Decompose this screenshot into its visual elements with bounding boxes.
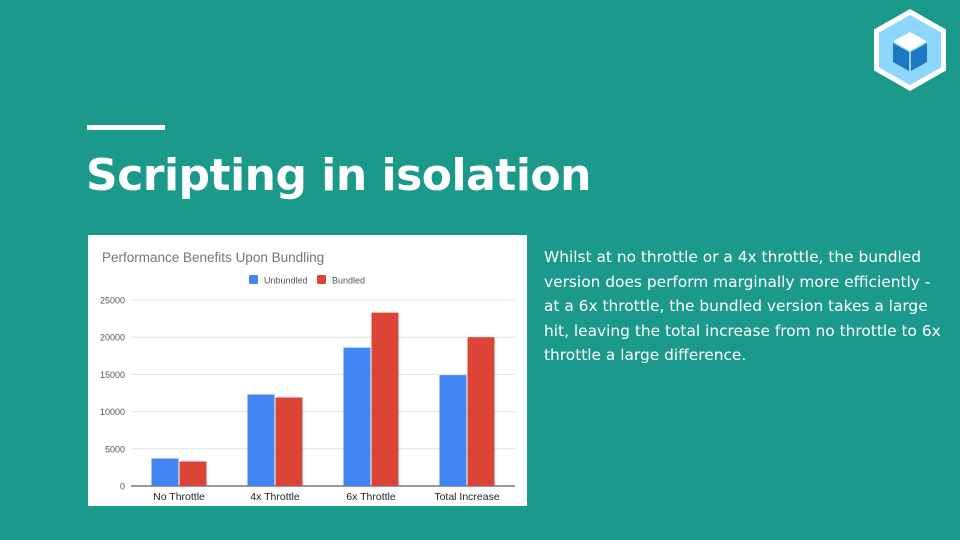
- bar-bundled-4x-throttle: [275, 397, 303, 486]
- slide-body-text: Whilst at no throttle or a 4x throttle, …: [544, 248, 941, 364]
- slide-title: Scripting in isolation: [86, 150, 591, 201]
- y-tick-label: 10000: [100, 407, 125, 417]
- logo-cube-top: [893, 32, 927, 51]
- x-tick-label: No Throttle: [153, 491, 205, 503]
- webpack-cube-icon: [866, 6, 954, 94]
- y-tick-label: 20000: [100, 333, 125, 343]
- bar-chart: Performance Benefits Upon Bundling Unbund…: [100, 250, 515, 503]
- y-tick-label: 15000: [100, 370, 125, 380]
- legend-swatch-bundled: [317, 275, 326, 284]
- title-accent-bar: [87, 125, 165, 130]
- logo-cube-right: [911, 43, 927, 71]
- bar-unbundled-4x-throttle: [247, 394, 275, 486]
- x-tick-label: 4x Throttle: [250, 491, 300, 503]
- bar-unbundled-no-throttle: [151, 458, 179, 486]
- bar-bundled-total-increase: [467, 337, 495, 486]
- y-tick-label: 25000: [100, 296, 125, 306]
- chart-title: Performance Benefits Upon Bundling: [102, 250, 324, 265]
- y-tick-label: 0: [120, 482, 125, 492]
- bar-unbundled-total-increase: [439, 375, 467, 486]
- legend-swatch-unbundled: [249, 275, 258, 284]
- x-tick-label: 6x Throttle: [346, 491, 396, 503]
- chart-card: Performance Benefits Upon Bundling Unbund…: [88, 235, 527, 506]
- legend-label-unbundled: Unbundled: [264, 276, 308, 286]
- legend-label-bundled: Bundled: [332, 276, 365, 286]
- bar-bundled-6x-throttle: [371, 312, 399, 486]
- x-tick-label: Total Increase: [434, 491, 500, 503]
- bar-unbundled-6x-throttle: [343, 347, 371, 486]
- logo-cube-left: [893, 43, 909, 71]
- y-tick-label: 5000: [105, 444, 125, 454]
- bar-bundled-no-throttle: [179, 461, 207, 486]
